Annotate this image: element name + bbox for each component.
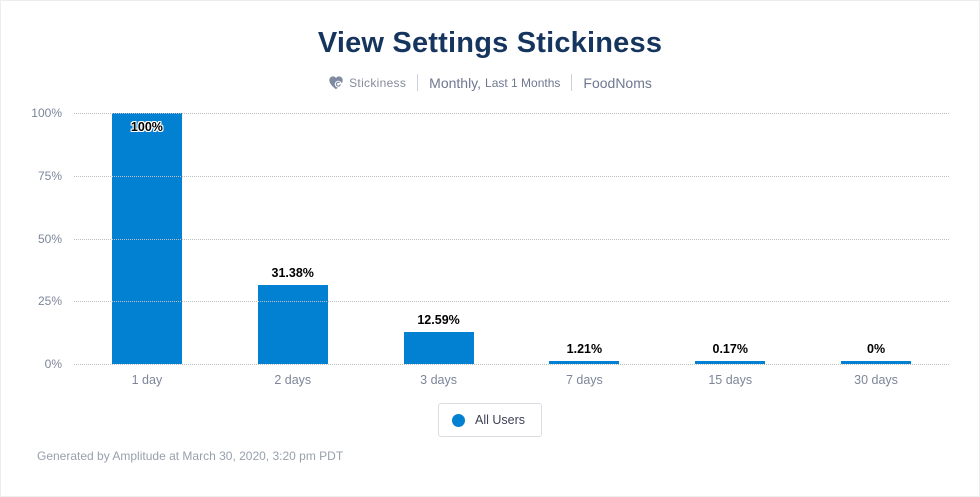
gridline <box>74 175 949 177</box>
period-label: Monthly, <box>429 74 482 91</box>
chart-subtitle: Stickiness Monthly, Last 1 Months FoodNo… <box>1 74 979 91</box>
bar-3-days[interactable] <box>403 332 474 364</box>
plot-area: 100% 1 day 31.38% 2 days 12.59% 3 days 1.21% 7 … <box>31 106 949 387</box>
x-axis-label: 15 days <box>708 373 753 387</box>
footer-attribution: Generated by Amplitude at March 30, 2020… <box>37 449 344 463</box>
y-axis-label: 25% <box>37 294 62 309</box>
source-label: FoodNoms <box>583 74 652 91</box>
bars-container: 100% 1 day 31.38% 2 days 12.59% 3 days 1.21% 7 … <box>74 113 949 387</box>
x-axis-label: 3 days <box>420 373 457 387</box>
bar-column: 0.17% 15 days <box>657 113 803 387</box>
legend-dot-icon <box>451 413 465 427</box>
subtitle-divider <box>417 74 419 91</box>
bar-column: 1.21% 7 days <box>511 113 657 387</box>
legend-item-all-users[interactable]: All Users <box>437 403 543 437</box>
bar-value-label: 1.21% <box>566 341 603 356</box>
gridline <box>74 238 949 240</box>
y-axis-label: 50% <box>37 231 62 246</box>
period-sub-label: Last 1 Months <box>485 75 561 90</box>
bar-value-label: 100% <box>130 120 163 134</box>
x-axis-label: 1 day <box>131 373 163 387</box>
subtitle-divider <box>571 74 573 91</box>
bar-value-label: 0.17% <box>712 342 748 356</box>
bar-30-days[interactable] <box>841 361 912 364</box>
x-axis-label: 7 days <box>565 373 603 387</box>
page-title: View Settings Stickiness <box>317 27 663 59</box>
bar-value-label: 0% <box>867 342 886 356</box>
bar-value-label: 12.59% <box>417 313 460 328</box>
stickiness-heart-icon <box>328 75 344 91</box>
x-axis-label: 2 days <box>274 373 312 387</box>
x-axis-label: 30 days <box>854 373 898 387</box>
bar-value-label: 31.38% <box>271 266 314 281</box>
gridline <box>74 364 949 365</box>
y-axis-label: 0% <box>44 357 62 371</box>
bar-column: 0% 30 days <box>803 113 949 387</box>
bar-column: 12.59% 3 days <box>366 113 512 387</box>
bar-2-days[interactable] <box>257 285 328 364</box>
chart-type-label: Stickiness <box>349 75 407 90</box>
bar-15-days[interactable] <box>695 361 766 364</box>
gridline <box>74 113 949 114</box>
legend-label: All Users <box>474 413 526 427</box>
y-axis-label: 75% <box>37 168 62 183</box>
gridline <box>74 301 949 303</box>
bar-column: 31.38% 2 days <box>220 113 366 387</box>
bar-7-days[interactable] <box>549 360 620 364</box>
y-axis-label: 100% <box>31 106 62 120</box>
